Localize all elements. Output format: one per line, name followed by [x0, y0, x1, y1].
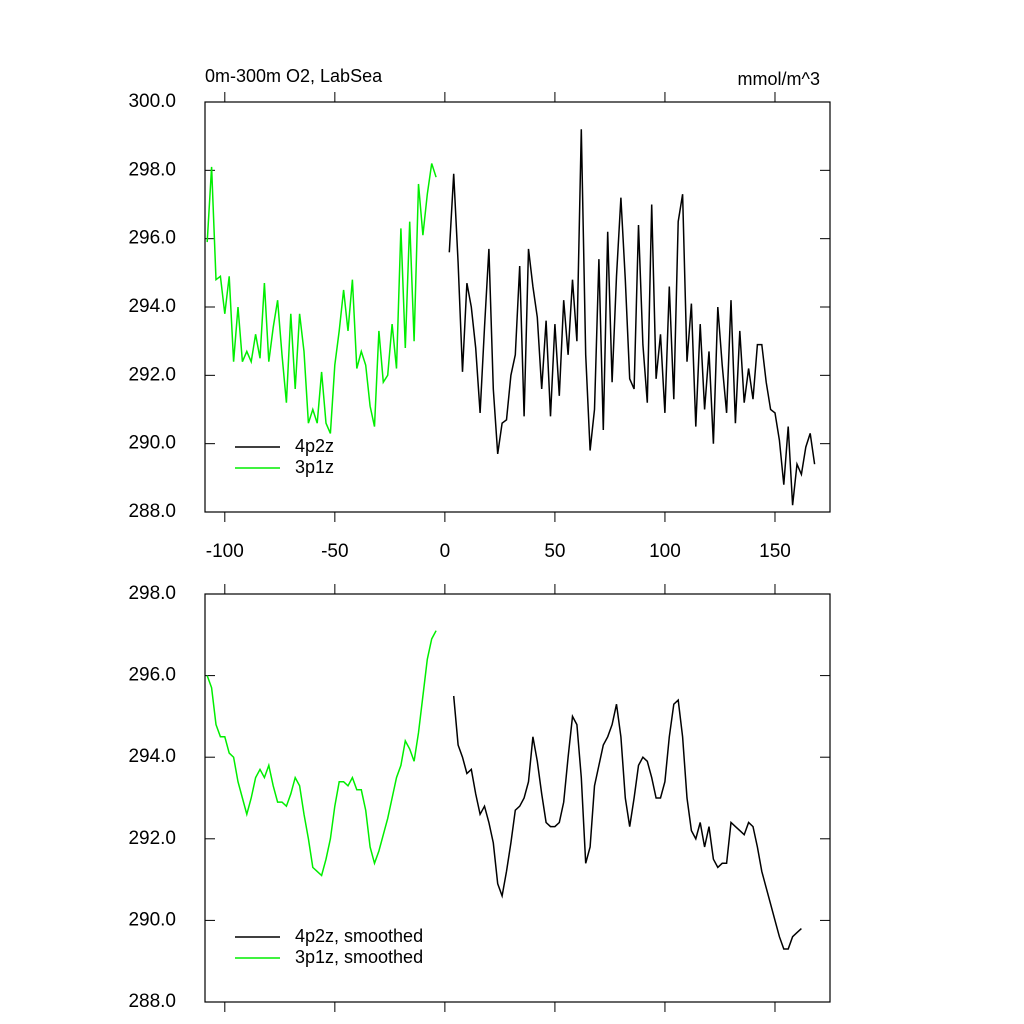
data-line [206, 163, 437, 434]
x-tick-label: 0 [440, 541, 451, 562]
x-tick-label: 100 [649, 541, 681, 562]
data-line [206, 630, 437, 877]
y-tick-label: 290.0 [128, 909, 176, 930]
x-tick-label: -100 [206, 541, 244, 562]
plot-frame [204, 593, 831, 1003]
y-tick-label: 292.0 [128, 828, 176, 849]
data-line [452, 695, 802, 950]
units-label: mmol/m^3 [738, 69, 820, 89]
y-tick-label: 298.0 [128, 159, 176, 180]
y-tick-label: 292.0 [128, 364, 176, 385]
x-tick-label: -50 [321, 541, 348, 562]
legend-label: 3p1z [295, 457, 334, 477]
y-tick-label: 296.0 [128, 665, 176, 686]
x-tick-label: 50 [544, 541, 565, 562]
y-tick-label: 288.0 [128, 501, 176, 522]
y-tick-label: 300.0 [128, 91, 176, 112]
legend-label: 4p2z, smoothed [295, 926, 423, 946]
legend-label: 4p2z [295, 436, 334, 456]
data-line [448, 129, 816, 506]
y-tick-label: 288.0 [128, 991, 176, 1012]
x-tick-label: 150 [759, 541, 791, 562]
y-tick-label: 296.0 [128, 228, 176, 249]
y-tick-label: 294.0 [128, 746, 176, 767]
y-tick-label: 294.0 [128, 296, 176, 317]
chart-title: 0m-300m O2, LabSea [205, 66, 383, 86]
legend-label: 3p1z, smoothed [295, 947, 423, 967]
y-tick-label: 298.0 [128, 583, 176, 604]
y-tick-label: 290.0 [128, 433, 176, 454]
